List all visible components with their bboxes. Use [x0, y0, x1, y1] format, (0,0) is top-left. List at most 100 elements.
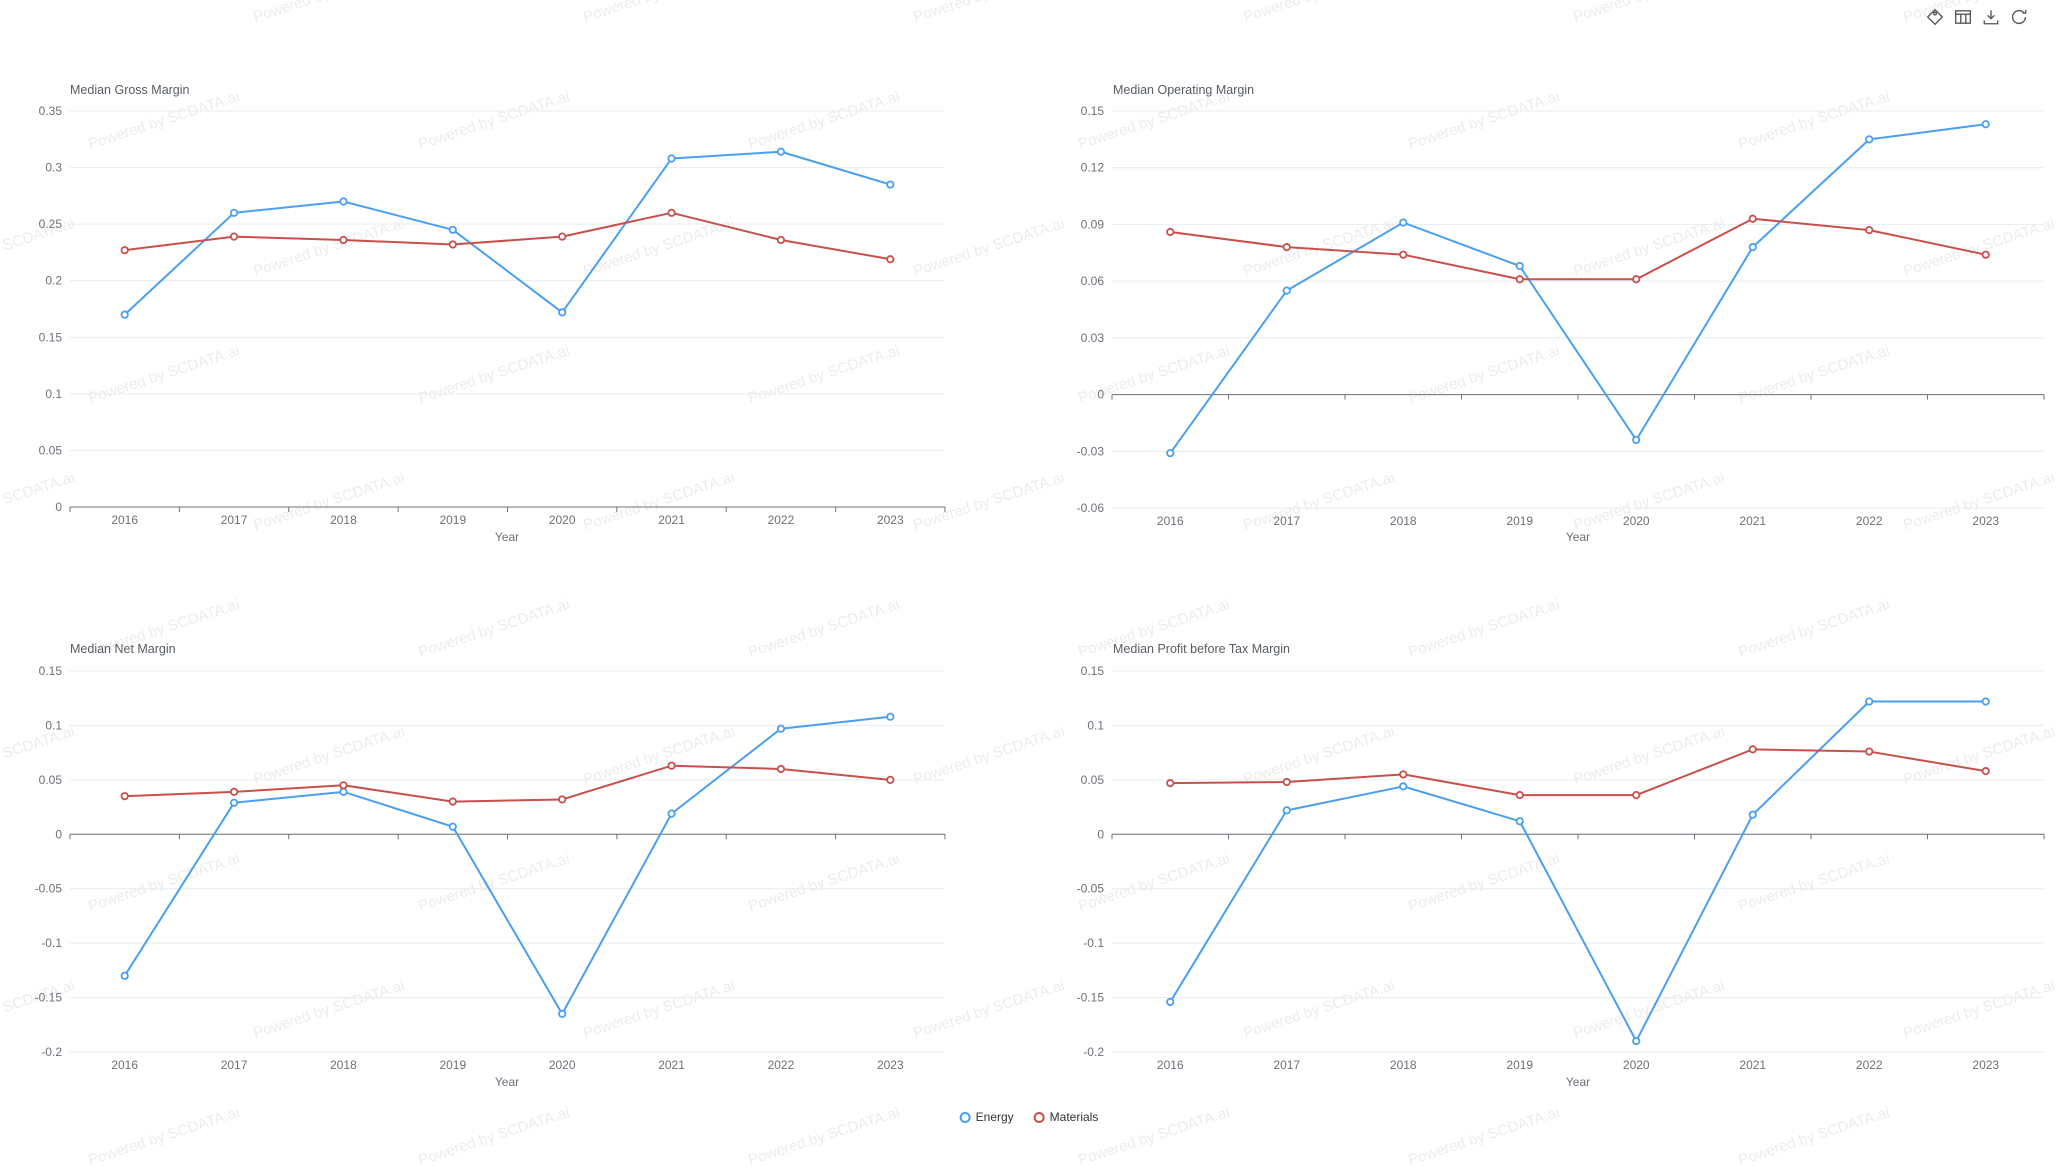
point-materials-2022[interactable] [776, 764, 786, 774]
point-energy-2023[interactable] [1981, 697, 1990, 706]
y-tick-label: 0 [1097, 827, 1104, 841]
y-tick-label: -0.2 [1083, 1045, 1104, 1059]
point-materials-2022[interactable] [1865, 226, 1874, 235]
point-energy-2021[interactable] [667, 154, 676, 163]
x-tick-label: 2020 [549, 513, 576, 527]
x-axis-name: Year [494, 1075, 520, 1089]
point-energy-2019[interactable] [448, 822, 457, 831]
point-energy-2023[interactable] [886, 712, 895, 721]
series-energy [1166, 120, 1990, 458]
point-energy-2016[interactable] [120, 971, 129, 980]
point-materials-2022[interactable] [1865, 747, 1874, 756]
point-energy-2018[interactable] [339, 787, 348, 796]
y-tick-label: -0.05 [1077, 882, 1105, 896]
x-tick-label: 2017 [1273, 514, 1300, 528]
point-materials-2019[interactable] [448, 240, 457, 249]
point-materials-2019[interactable] [448, 797, 457, 806]
point-materials-2023[interactable] [886, 775, 895, 784]
point-materials-2023[interactable] [886, 255, 895, 264]
point-materials-2021[interactable] [1748, 214, 1757, 223]
legend-label: Energy [975, 1110, 1014, 1124]
point-energy-2020[interactable] [1632, 435, 1641, 445]
point-materials-2017[interactable] [1282, 243, 1291, 252]
y-tick-label: 0 [1097, 388, 1104, 402]
x-tick-label: 2023 [877, 1058, 904, 1072]
point-energy-2017[interactable] [1282, 806, 1291, 815]
x-tick-label: 2019 [1506, 1058, 1533, 1072]
materials-line [123, 211, 892, 261]
x-tick-label: 2019 [439, 1058, 466, 1072]
point-materials-2023[interactable] [1981, 767, 1990, 776]
point-energy-2018[interactable] [1399, 782, 1408, 791]
point-materials-2019[interactable] [1515, 275, 1524, 284]
point-energy-2017[interactable] [229, 208, 239, 217]
point-energy-2016[interactable] [1166, 449, 1175, 458]
point-energy-2019[interactable] [448, 225, 457, 234]
point-materials-2020[interactable] [558, 232, 567, 241]
x-tick-label: 2023 [1972, 1058, 1999, 1072]
point-energy-2023[interactable] [886, 180, 895, 189]
point-energy-2017[interactable] [1282, 286, 1291, 295]
point-energy-2021[interactable] [667, 809, 676, 818]
point-energy-2018[interactable] [339, 197, 348, 206]
y-tick-label: 0.1 [1087, 718, 1104, 732]
tag-icon[interactable] [1926, 8, 1944, 26]
point-materials-2020[interactable] [1632, 790, 1641, 800]
y-tick-label: 0.15 [39, 330, 63, 344]
point-energy-2022[interactable] [776, 724, 786, 733]
download-icon[interactable] [1982, 8, 2000, 26]
point-materials-2017[interactable] [229, 232, 239, 241]
y-tick-label: -0.03 [1077, 444, 1105, 458]
point-energy-2022[interactable] [1865, 697, 1874, 706]
x-tick-label: 2017 [1273, 1058, 1300, 1072]
point-materials-2022[interactable] [776, 235, 786, 245]
point-energy-2016[interactable] [1166, 997, 1175, 1007]
chart-median-gross-margin: 0 0.05 0.1 0.15 0.2 0.25 0.3 0.35 2016 2017 2018 20… [39, 104, 946, 527]
point-materials-2019[interactable] [1515, 790, 1524, 800]
point-materials-2016[interactable] [1166, 227, 1175, 237]
x-tick-label: 2018 [330, 1058, 357, 1072]
point-materials-2021[interactable] [667, 761, 676, 770]
point-materials-2017[interactable] [229, 787, 239, 796]
point-energy-2020[interactable] [558, 1009, 567, 1019]
point-materials-2016[interactable] [120, 246, 129, 255]
point-materials-2016[interactable] [120, 792, 129, 801]
point-energy-2020[interactable] [558, 308, 567, 317]
point-energy-2019[interactable] [1515, 261, 1524, 271]
materials-line [123, 764, 892, 803]
point-materials-2018[interactable] [339, 781, 348, 790]
x-tick-label: 2018 [1390, 1058, 1417, 1072]
point-materials-2018[interactable] [339, 235, 348, 245]
refresh-icon[interactable] [2010, 8, 2028, 26]
point-materials-2023[interactable] [1981, 250, 1990, 259]
data-view-icon[interactable] [1954, 8, 1972, 26]
x-tick-label: 2020 [549, 1058, 576, 1072]
point-materials-2016[interactable] [1166, 779, 1175, 788]
point-materials-2020[interactable] [1632, 275, 1641, 284]
point-energy-2019[interactable] [1515, 817, 1524, 826]
x-axis-name: Year [1565, 530, 1591, 544]
point-energy-2016[interactable] [120, 310, 129, 319]
legend-item-energy[interactable]: Energy [959, 1110, 1014, 1124]
point-materials-2021[interactable] [1748, 745, 1757, 754]
point-materials-2018[interactable] [1399, 250, 1408, 259]
legend-item-materials[interactable]: Materials [1033, 1110, 1098, 1124]
x-tick-label: 2018 [330, 513, 357, 527]
point-energy-2021[interactable] [1748, 243, 1757, 252]
point-energy-2022[interactable] [776, 147, 786, 156]
y-tick-label: 0.05 [39, 773, 63, 787]
point-materials-2021[interactable] [667, 208, 676, 217]
point-energy-2020[interactable] [1632, 1037, 1641, 1046]
point-energy-2023[interactable] [1981, 120, 1990, 129]
point-energy-2018[interactable] [1399, 218, 1408, 227]
point-energy-2021[interactable] [1748, 810, 1757, 819]
point-energy-2017[interactable] [229, 798, 239, 807]
x-tick-label: 2020 [1623, 1058, 1650, 1072]
point-materials-2018[interactable] [1399, 770, 1408, 779]
point-materials-2020[interactable] [558, 795, 567, 804]
point-materials-2017[interactable] [1282, 777, 1291, 787]
y-tick-label: 0.35 [39, 104, 63, 118]
point-energy-2022[interactable] [1865, 135, 1874, 144]
x-tick-label: 2019 [1506, 514, 1533, 528]
